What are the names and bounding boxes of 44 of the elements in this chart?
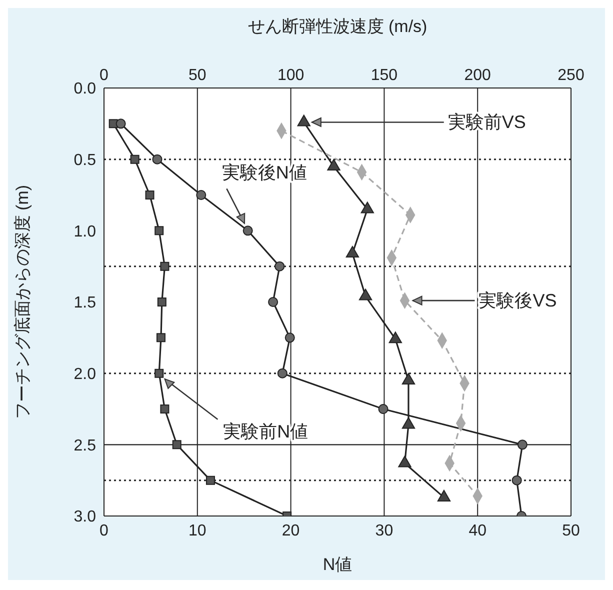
point [378, 404, 388, 414]
x-tick-label: 0 [100, 522, 109, 540]
y-tick-label: 0.5 [74, 152, 96, 170]
y-tick-label: 0.0 [74, 80, 96, 98]
x2-axis-title: せん断弾性波速度 (m/s) [248, 17, 428, 36]
x2-tick-label: 50 [188, 67, 206, 84]
point [154, 226, 164, 236]
x2-tick-label: 0 [100, 67, 109, 84]
point [172, 440, 182, 450]
x-tick-label: 50 [562, 522, 580, 540]
point [156, 333, 166, 342]
point [268, 296, 278, 308]
text: 実験後VS [478, 290, 557, 311]
point [512, 475, 522, 486]
x-tick-label: 10 [188, 522, 206, 540]
point [160, 262, 170, 271]
y-tick-label: 1.5 [74, 294, 96, 312]
x2-tick-label: 200 [464, 67, 492, 84]
point [116, 118, 126, 129]
x-tick-label: 30 [375, 522, 394, 540]
point [157, 298, 166, 306]
x-axis-title: N値 [322, 555, 352, 574]
point [152, 154, 162, 164]
x2-tick-label: 100 [277, 67, 304, 84]
point [196, 190, 206, 200]
y-tick-label: 3.0 [74, 508, 96, 526]
x2-tick-label: 150 [370, 67, 398, 84]
x-tick-label: 20 [282, 522, 300, 540]
point [160, 404, 170, 414]
y-axis-title: フーチング底面からの深度 (m) [13, 184, 32, 420]
point [242, 226, 253, 236]
point [284, 332, 295, 343]
point [517, 440, 528, 450]
point [145, 190, 154, 200]
x-tick-label: 40 [468, 522, 487, 540]
y-tick-label: 2.0 [74, 366, 96, 384]
point [130, 154, 140, 164]
y-tick-label: 2.5 [74, 437, 96, 454]
point [206, 476, 215, 485]
y-tick-label: 1.0 [74, 223, 96, 240]
point [274, 261, 285, 272]
x2-tick-label: 250 [558, 67, 584, 84]
point [277, 368, 288, 378]
point [154, 368, 164, 378]
